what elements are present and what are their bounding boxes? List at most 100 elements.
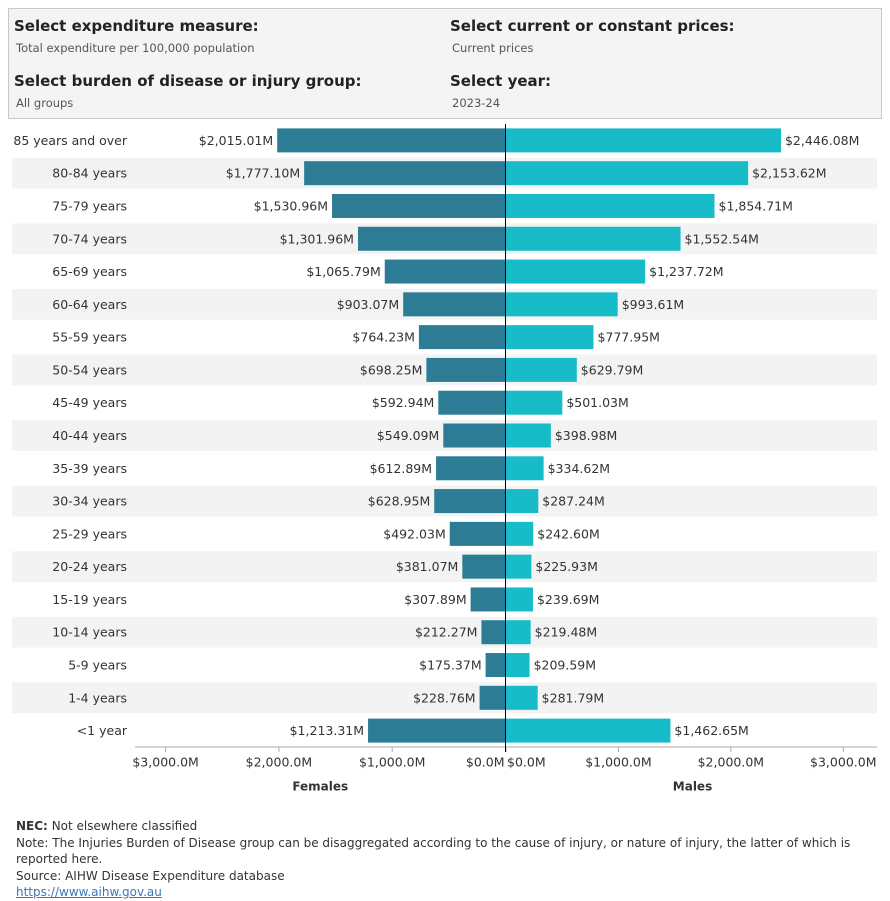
filter-value[interactable]: All groups bbox=[16, 96, 74, 110]
value-label: $1,552.54M bbox=[685, 231, 759, 246]
value-label: $1,213.31M bbox=[290, 723, 364, 738]
bar bbox=[506, 587, 533, 612]
x-tick-label: $2,000.0M bbox=[246, 755, 312, 770]
x-tick-label: $3,000.0M bbox=[810, 755, 876, 770]
filter-value[interactable]: Current prices bbox=[452, 41, 534, 55]
value-label: $2,015.01M bbox=[199, 133, 273, 148]
axis-title: Females bbox=[292, 780, 348, 794]
bar bbox=[434, 489, 506, 514]
bar bbox=[479, 685, 506, 710]
value-label: $592.94M bbox=[372, 395, 434, 410]
bar bbox=[506, 718, 671, 743]
bar bbox=[403, 292, 506, 317]
filter[interactable]: Select year: 2023-24 bbox=[450, 72, 551, 110]
x-tick-label: $2,000.0M bbox=[698, 755, 764, 770]
value-label: $492.03M bbox=[383, 526, 445, 541]
nec-note: NEC: Not elsewhere classified bbox=[16, 818, 866, 835]
y-tick-label: <1 year bbox=[77, 723, 128, 738]
y-tick-label: 70-74 years bbox=[52, 231, 127, 246]
bar bbox=[506, 325, 594, 350]
value-label: $1,854.71M bbox=[719, 198, 793, 213]
bar bbox=[506, 554, 532, 579]
y-tick-label: 85 years and over bbox=[13, 133, 127, 148]
value-label: $903.07M bbox=[337, 297, 399, 312]
filter-value[interactable]: Total expenditure per 100,000 population bbox=[16, 41, 255, 55]
source: Source: AIHW Disease Expenditure databas… bbox=[16, 868, 285, 883]
value-label: $212.27M bbox=[415, 625, 477, 640]
bar bbox=[436, 456, 506, 481]
value-label: $1,777.10M bbox=[226, 166, 300, 181]
filter[interactable]: Select expenditure measure: Total expendi… bbox=[14, 17, 259, 55]
value-label: $381.07M bbox=[396, 559, 458, 574]
bar bbox=[506, 193, 715, 218]
value-label: $1,530.96M bbox=[254, 198, 328, 213]
filter[interactable]: Select current or constant prices: Curren… bbox=[450, 17, 735, 55]
bar bbox=[506, 390, 563, 415]
value-label: $225.93M bbox=[535, 559, 597, 574]
value-label: $1,301.96M bbox=[280, 231, 354, 246]
y-tick-label: 40-44 years bbox=[52, 428, 127, 443]
filter-value[interactable]: 2023-24 bbox=[452, 96, 501, 110]
nec-text: Not elsewhere classified bbox=[51, 819, 198, 833]
bar bbox=[506, 685, 538, 710]
bar bbox=[506, 357, 577, 382]
bar bbox=[506, 521, 534, 546]
chart: 85 years and over 80-84 years 75-79 years 7… bbox=[12, 124, 877, 794]
link[interactable]: https://www.aihw.gov.au bbox=[16, 885, 162, 899]
bar bbox=[506, 489, 539, 514]
x-tick-label: $1,000.0M bbox=[359, 755, 425, 770]
value-label: $698.25M bbox=[360, 362, 422, 377]
bar bbox=[462, 554, 506, 579]
value-label: $629.79M bbox=[581, 362, 643, 377]
value-label: $993.61M bbox=[622, 297, 684, 312]
y-tick-label: 75-79 years bbox=[52, 198, 127, 213]
y-tick-label: 5-9 years bbox=[68, 658, 127, 673]
axis-title: Males bbox=[673, 780, 712, 794]
filter-panel: Select expenditure measure: Total expendi… bbox=[8, 8, 882, 119]
filter[interactable]: Select burden of disease or injury group… bbox=[14, 72, 362, 110]
bar bbox=[384, 259, 506, 284]
value-label: $549.09M bbox=[377, 428, 439, 443]
y-tick-label: 15-19 years bbox=[52, 592, 127, 607]
filter-label: Select year: bbox=[450, 72, 552, 90]
nec-term: NEC: bbox=[16, 819, 48, 833]
bar bbox=[368, 718, 506, 743]
note: Note: The Injuries Burden of Disease gro… bbox=[16, 835, 851, 867]
y-tick-label: 55-59 years bbox=[52, 330, 127, 345]
x-tick-label: $3,000.0M bbox=[132, 755, 198, 770]
value-label: $209.59M bbox=[534, 658, 596, 673]
x-tick-label: $0.0M bbox=[507, 755, 546, 770]
bar bbox=[506, 456, 544, 481]
value-label: $239.69M bbox=[537, 592, 599, 607]
y-tick-label: 45-49 years bbox=[52, 395, 127, 410]
bar bbox=[443, 423, 506, 448]
filter-label: Select current or constant prices: bbox=[450, 17, 735, 35]
value-label: $175.37M bbox=[419, 658, 481, 673]
y-tick-label: 25-29 years bbox=[52, 526, 127, 541]
filter-label: Select burden of disease or injury group… bbox=[14, 72, 362, 90]
value-label: $334.62M bbox=[548, 461, 610, 476]
y-tick-label: 80-84 years bbox=[52, 166, 127, 181]
bar bbox=[506, 161, 749, 186]
value-label: $612.89M bbox=[370, 461, 432, 476]
bar bbox=[481, 620, 506, 645]
bar bbox=[304, 161, 506, 186]
value-label: $398.98M bbox=[555, 428, 617, 443]
filter-label: Select expenditure measure: bbox=[14, 17, 259, 35]
y-tick-label: 65-69 years bbox=[52, 264, 127, 279]
y-tick-label: 50-54 years bbox=[52, 362, 127, 377]
row-band bbox=[12, 551, 877, 583]
value-label: $219.48M bbox=[535, 625, 597, 640]
value-label: $2,153.62M bbox=[752, 166, 826, 181]
value-label: $228.76M bbox=[413, 690, 475, 705]
bar bbox=[470, 587, 506, 612]
value-label: $242.60M bbox=[537, 526, 599, 541]
value-label: $1,065.79M bbox=[306, 264, 380, 279]
bar bbox=[506, 620, 531, 645]
bar bbox=[438, 390, 506, 415]
value-label: $287.24M bbox=[542, 494, 604, 509]
bar bbox=[506, 128, 781, 153]
bar bbox=[357, 226, 506, 251]
bar bbox=[277, 128, 506, 153]
